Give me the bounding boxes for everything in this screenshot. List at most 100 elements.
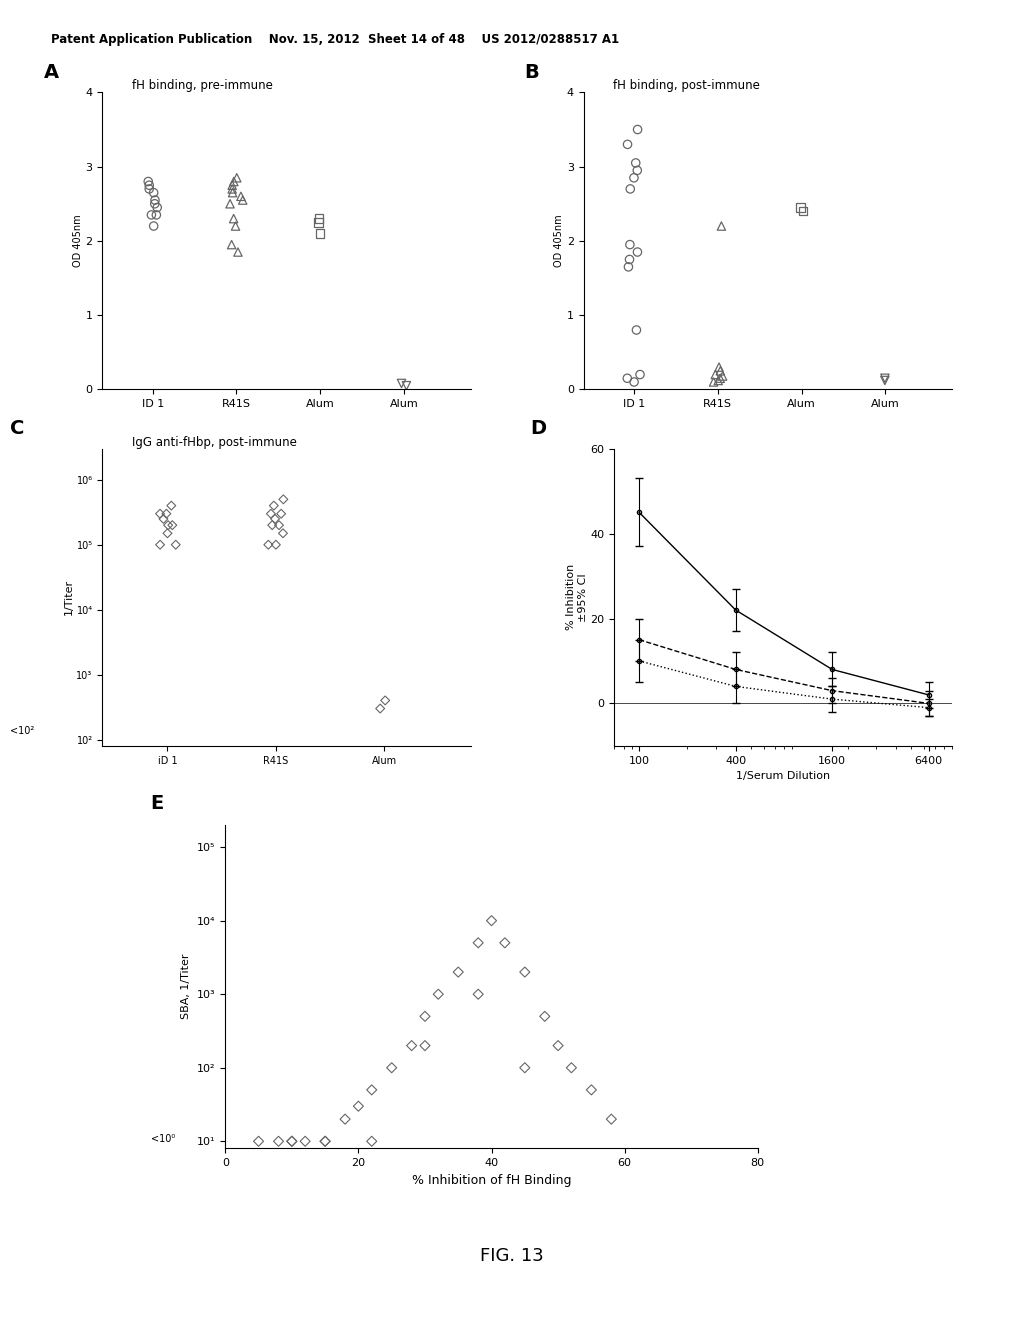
Text: C: C (10, 418, 25, 438)
Point (270, 1131, 287, 1152)
Point (393, 372, 410, 393)
Point (164, 515, 180, 536)
Point (706, 371, 722, 392)
Text: Transgenic: Transgenic (679, 595, 739, 606)
Point (628, 152, 644, 173)
Point (537, 1006, 553, 1027)
Point (403, 1035, 420, 1056)
Point (630, 119, 646, 140)
Point (620, 368, 636, 389)
Point (337, 1109, 353, 1130)
Point (311, 223, 328, 244)
Text: Transgenic: Transgenic (290, 952, 349, 962)
Point (629, 319, 645, 341)
Point (622, 249, 638, 271)
Y-axis label: OD 405nm: OD 405nm (554, 215, 564, 267)
Point (377, 690, 393, 711)
X-axis label: 1/Serum Dilution: 1/Serum Dilution (736, 771, 830, 781)
Point (222, 193, 239, 214)
Point (284, 1131, 300, 1152)
Point (364, 1080, 380, 1101)
Point (274, 523, 291, 544)
Point (143, 205, 160, 226)
Point (141, 174, 158, 195)
Point (224, 174, 241, 195)
Point (877, 368, 893, 389)
Point (223, 234, 240, 255)
Point (224, 182, 241, 203)
Point (234, 190, 251, 211)
Point (284, 1131, 300, 1152)
Point (584, 1080, 600, 1101)
Point (621, 256, 637, 277)
Point (626, 371, 642, 392)
Point (710, 370, 726, 391)
Point (250, 1131, 266, 1152)
Point (267, 535, 284, 556)
Point (622, 178, 638, 199)
Point (620, 133, 636, 154)
Text: E: E (151, 793, 164, 813)
Y-axis label: % Inhibition
±95% CI: % Inhibition ±95% CI (566, 564, 588, 631)
Point (148, 205, 165, 226)
Point (270, 515, 287, 536)
Point (145, 182, 162, 203)
Point (152, 503, 168, 524)
Text: FIG. 13: FIG. 13 (480, 1246, 544, 1265)
Point (383, 1057, 399, 1078)
Text: fH binding, pre-immune: fH binding, pre-immune (132, 79, 272, 92)
Text: IgG anti-fHbp, post-immune: IgG anti-fHbp, post-immune (132, 436, 297, 449)
Point (350, 1096, 367, 1117)
Text: fH binding, post-immune: fH binding, post-immune (613, 79, 760, 92)
Point (163, 495, 179, 516)
Point (228, 168, 245, 189)
Y-axis label: SBA, 1/Titer: SBA, 1/Titer (181, 954, 191, 1019)
Point (145, 215, 162, 236)
Point (497, 932, 513, 953)
Point (150, 197, 166, 218)
Point (275, 488, 292, 510)
Text: D: D (530, 418, 546, 438)
Point (715, 366, 731, 387)
Point (317, 1131, 334, 1152)
Text: Patent Application Publication    Nov. 15, 2012  Sheet 14 of 48    US 2012/02885: Patent Application Publication Nov. 15, … (51, 33, 620, 46)
Point (273, 503, 290, 524)
Point (232, 186, 249, 207)
Point (603, 1109, 620, 1130)
Point (146, 193, 163, 214)
Point (225, 209, 242, 230)
Text: Transgenic: Transgenic (626, 595, 685, 606)
Point (317, 1131, 334, 1152)
Point (141, 178, 158, 199)
Point (364, 1131, 380, 1152)
Point (229, 242, 246, 263)
Point (311, 209, 328, 230)
Text: <10⁰: <10⁰ (151, 1134, 175, 1144)
Point (713, 215, 729, 236)
Point (225, 170, 242, 191)
Point (622, 234, 638, 255)
Point (168, 535, 184, 556)
Point (712, 360, 728, 381)
Point (140, 170, 157, 191)
Point (517, 1057, 534, 1078)
Y-axis label: OD 405nm: OD 405nm (73, 215, 83, 267)
Point (398, 375, 415, 396)
Point (430, 983, 446, 1005)
Point (417, 1006, 433, 1027)
Point (712, 368, 728, 389)
Point (451, 961, 467, 982)
Point (630, 242, 646, 263)
Text: WT: WT (387, 595, 404, 606)
Point (160, 523, 176, 544)
Point (372, 698, 388, 719)
Point (708, 364, 724, 385)
Point (160, 515, 176, 536)
Text: A: A (43, 62, 58, 82)
Point (550, 1035, 566, 1056)
Point (470, 983, 486, 1005)
Point (470, 932, 486, 953)
Point (158, 503, 174, 524)
Point (626, 168, 642, 189)
Point (417, 1035, 433, 1056)
